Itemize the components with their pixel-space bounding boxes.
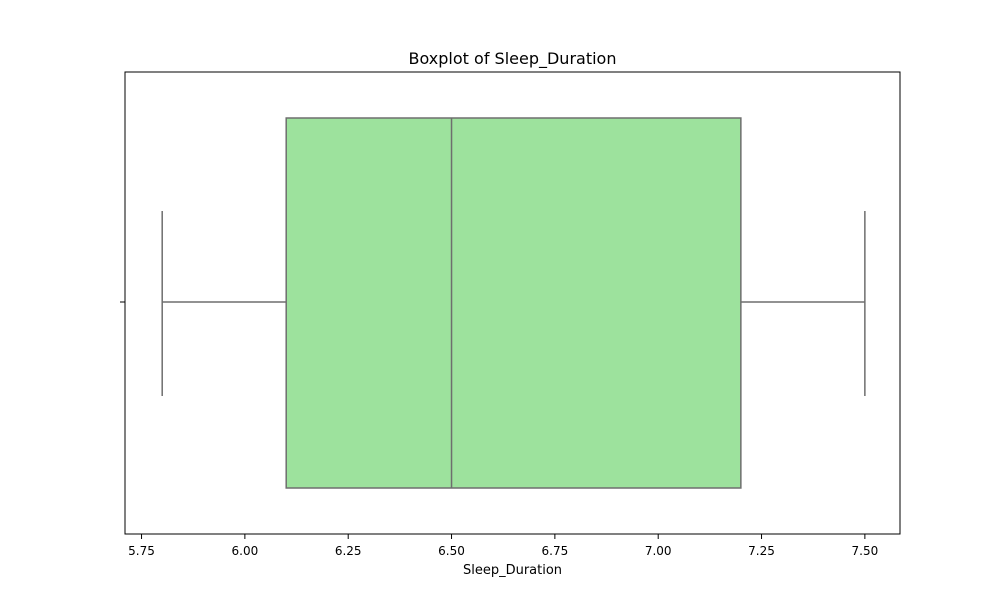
x-tick-label: 5.75 [128, 544, 155, 558]
x-tick-label: 6.25 [335, 544, 362, 558]
x-tick-label: 6.50 [438, 544, 465, 558]
boxplot [161, 117, 866, 489]
x-tick-label: 7.00 [645, 544, 672, 558]
x-tick-label: 6.75 [542, 544, 569, 558]
chart-title: Boxplot of Sleep_Duration [409, 49, 617, 69]
x-tick-label: 7.50 [852, 544, 879, 558]
x-tick-label: 6.00 [232, 544, 259, 558]
iqr-box [285, 117, 742, 489]
x-tick-label: 7.25 [748, 544, 775, 558]
x-axis: 5.75 6.00 6.25 6.50 6.75 7.00 7.25 7.50 [128, 534, 878, 558]
x-axis-label: Sleep_Duration [463, 563, 562, 578]
